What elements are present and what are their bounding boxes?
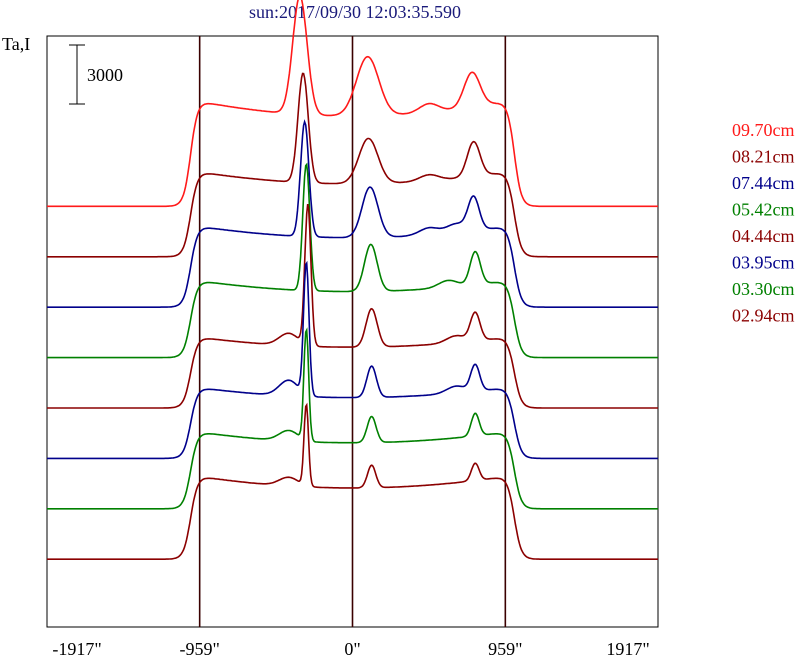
legend-entry: 03.95cm xyxy=(732,253,795,273)
x-tick-label: 0" xyxy=(344,639,360,659)
x-tick-labels: -1917" -959" 0" 959" 1917" xyxy=(52,639,649,659)
legend-entry: 08.21cm xyxy=(732,147,795,167)
legend-entry: 09.70cm xyxy=(732,120,795,140)
legend-entry: 05.42cm xyxy=(732,200,795,220)
scale-bar-label: 3000 xyxy=(87,65,123,85)
x-tick-label: -959" xyxy=(179,639,219,659)
legend-entry: 04.44cm xyxy=(732,226,795,246)
series-line-09.70cm xyxy=(47,0,658,208)
series-line-03.30cm xyxy=(47,327,658,510)
x-tick-label: 1917" xyxy=(606,639,649,659)
x-tick-label: -1917" xyxy=(52,639,101,659)
series-line-07.44cm xyxy=(47,119,658,308)
series-line-05.42cm xyxy=(47,162,658,359)
series-curves xyxy=(47,0,658,560)
y-axis-label: Ta,I xyxy=(2,34,30,54)
series-line-02.94cm xyxy=(47,402,658,560)
legend: 09.70cm 08.21cm 07.44cm 05.42cm 04.44cm 03.95… xyxy=(732,120,795,326)
x-tick-label: 959" xyxy=(488,639,522,659)
legend-entry: 07.44cm xyxy=(732,173,795,193)
scale-bar xyxy=(69,44,85,105)
chart-title: sun:2017/09/30 12:03:35.590 xyxy=(249,2,461,22)
vertical-markers xyxy=(198,36,507,627)
series-line-03.95cm xyxy=(47,260,658,460)
series-line-08.21cm xyxy=(47,72,658,258)
series-line-04.44cm xyxy=(47,203,658,409)
legend-entry: 03.30cm xyxy=(732,279,795,299)
legend-entry: 02.94cm xyxy=(732,306,795,326)
